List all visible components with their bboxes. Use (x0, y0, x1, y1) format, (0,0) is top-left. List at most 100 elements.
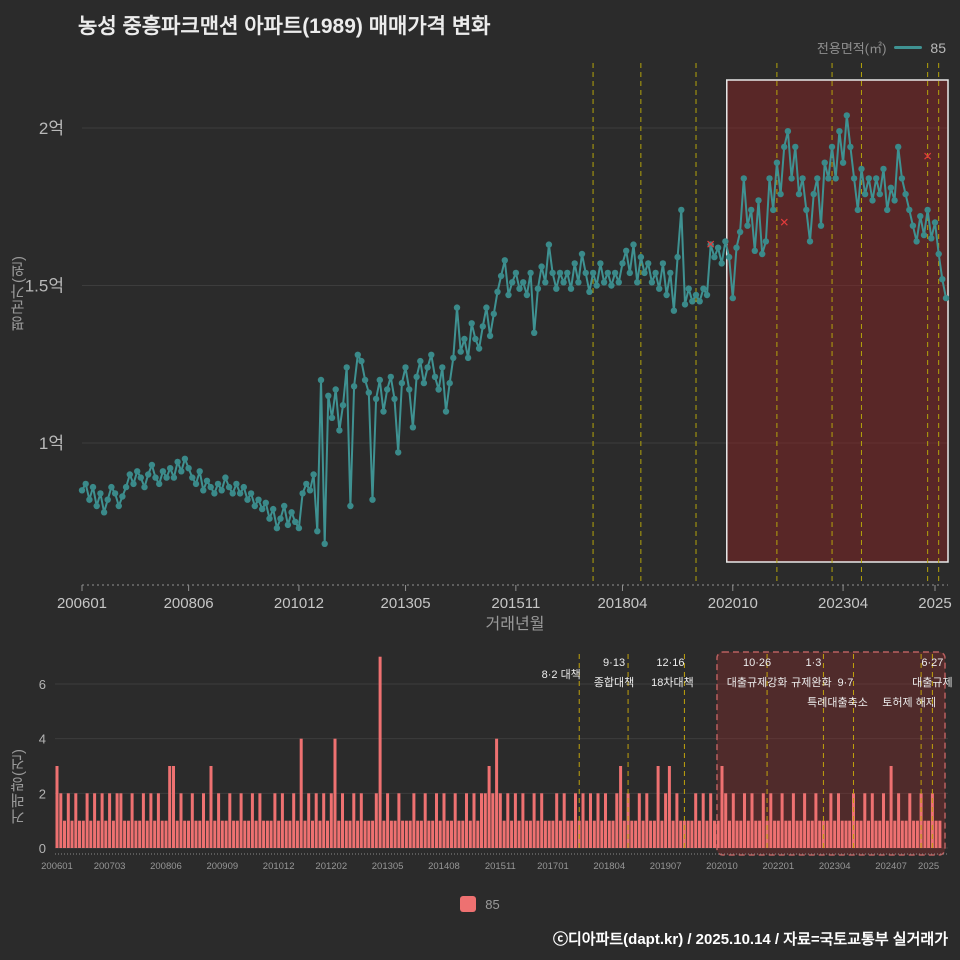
volume-bar (423, 793, 427, 848)
volume-bar (720, 766, 724, 848)
volume-bar (510, 820, 514, 848)
volume-bar (187, 820, 190, 848)
price-point (259, 505, 266, 513)
volume-bar (713, 820, 716, 848)
volume-bar (517, 820, 521, 848)
price-point (667, 269, 674, 277)
price-point (656, 285, 663, 292)
x-tick-label: 201305 (372, 861, 404, 872)
price-point (354, 351, 361, 358)
volume-bar (908, 793, 912, 848)
price-point (295, 524, 303, 532)
price-point (402, 364, 409, 371)
volume-bar (145, 820, 149, 848)
volume-bar (156, 793, 160, 848)
volume-bar (386, 793, 390, 848)
volume-bar (690, 820, 694, 848)
legend-bottom[interactable]: 85 (0, 896, 960, 912)
price-point (189, 474, 196, 481)
volume-bar (773, 820, 777, 848)
price-point (435, 386, 442, 393)
price-point (108, 483, 115, 491)
volume-bar (367, 820, 371, 848)
volume-bar (540, 793, 544, 848)
price-point (707, 241, 714, 248)
volume-bar (194, 820, 198, 848)
price-point (281, 502, 288, 510)
legend-top[interactable]: 전용면적(㎡) 85 (817, 38, 946, 57)
volume-bar (453, 793, 457, 848)
volume-bar (311, 820, 314, 848)
price-point (229, 490, 236, 497)
volume-bar (213, 820, 217, 848)
price-point (314, 528, 321, 535)
legend-top-series[interactable]: 85 (930, 39, 946, 56)
price-point (593, 282, 600, 289)
price-point (619, 260, 626, 267)
volume-bar (581, 793, 585, 848)
price-point (861, 190, 869, 198)
volume-bar (483, 793, 487, 848)
volume-bar (897, 793, 901, 848)
volume-bar (806, 820, 810, 848)
volume-bar (326, 820, 329, 848)
price-point (589, 269, 597, 277)
bar-series-swatch-icon (460, 896, 477, 912)
price-point (674, 253, 681, 261)
price-point (847, 143, 854, 151)
price-point (608, 282, 615, 289)
volume-chart: 0 2 4 6 8·2 대책 9·13 종합대책 12·16 18차대책 10·26 대출규제강화 1… (39, 651, 953, 872)
x-tick-label: 200806 (164, 595, 214, 612)
price-point (361, 376, 369, 384)
price-point (494, 288, 501, 295)
volume-bar (607, 820, 611, 848)
price-point (328, 414, 336, 421)
x-tick-label: 2025 (918, 595, 951, 612)
price-point (122, 483, 130, 491)
price-point (924, 206, 931, 214)
price-point (740, 175, 747, 182)
policy-label: 대출규제강화 (727, 676, 788, 689)
price-point (214, 480, 222, 488)
legend-bottom-series[interactable]: 85 (485, 896, 500, 912)
price-point (225, 483, 233, 491)
volume-bar (55, 766, 59, 848)
price-point (652, 269, 659, 277)
y-tick-label: 2 (39, 786, 46, 801)
price-point (505, 291, 512, 299)
volume-bar (837, 793, 840, 848)
volume-bar (585, 820, 589, 848)
volume-bar (348, 820, 352, 848)
y-tick-label: 1억 (39, 434, 64, 453)
volume-bar (408, 820, 412, 848)
volume-bar (551, 820, 555, 848)
price-point (909, 222, 917, 229)
volume-bar (622, 820, 626, 848)
price-point (395, 449, 402, 456)
price-point (218, 487, 225, 494)
volume-bar (709, 793, 713, 848)
volume-bar (799, 820, 803, 848)
price-point (814, 175, 821, 182)
price-point (714, 244, 722, 251)
volume-bar (404, 820, 408, 848)
price-point (376, 376, 383, 384)
volume-bar (882, 793, 885, 848)
policy-label: 8·2 대책 (542, 668, 581, 681)
volume-bar (596, 793, 600, 848)
policy-label: 12·16 (656, 657, 684, 669)
volume-bar (724, 793, 728, 848)
volume-bar (701, 793, 705, 848)
volume-bar (359, 793, 363, 848)
volume-bar (243, 820, 247, 848)
volume-bar (904, 820, 908, 848)
volume-bar (476, 820, 480, 848)
price-point (134, 468, 141, 475)
volume-bar (277, 820, 281, 848)
price-point (156, 480, 163, 488)
volume-bar (611, 820, 615, 848)
price-point (398, 379, 406, 387)
price-point (137, 474, 144, 481)
price-point (586, 288, 593, 295)
volume-bar (202, 793, 205, 848)
